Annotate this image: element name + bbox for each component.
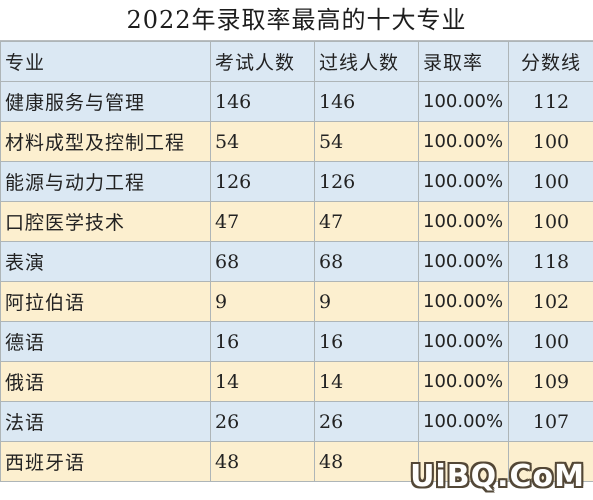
- examinees-cell: 48: [210, 441, 315, 482]
- rate-cell: 100.00%: [418, 161, 509, 202]
- examinees-cell: 26: [210, 401, 315, 442]
- major-cell: 能源与动力工程: [0, 161, 211, 202]
- examinees-cell: 47: [210, 201, 315, 242]
- score-cell: 100: [508, 121, 593, 162]
- examinees-cell: 14: [210, 361, 315, 402]
- column-header-examinees: 考试人数: [210, 41, 315, 82]
- site-watermark: UiBQ.CoM: [410, 459, 585, 494]
- examinees-cell: 126: [210, 161, 315, 202]
- passed-cell: 9: [314, 281, 419, 322]
- score-cell: 109: [508, 361, 593, 402]
- score-cell: 100: [508, 321, 593, 362]
- rate-cell: 100.00%: [418, 361, 509, 402]
- admissions-table: 专业 考试人数 过线人数 录取率 分数线 健康服务与管理 146 146 100…: [0, 41, 593, 482]
- rate-cell: 100.00%: [418, 121, 509, 162]
- table-row: 法语 26 26 100.00% 107: [0, 401, 593, 442]
- score-cell: 112: [508, 81, 593, 122]
- rate-cell: 100.00%: [418, 241, 509, 282]
- passed-cell: 16: [314, 321, 419, 362]
- table-row: 德语 16 16 100.00% 100: [0, 321, 593, 362]
- table-row: 口腔医学技术 47 47 100.00% 100: [0, 201, 593, 242]
- passed-cell: 54: [314, 121, 419, 162]
- examinees-cell: 9: [210, 281, 315, 322]
- rate-cell: 100.00%: [418, 201, 509, 242]
- major-cell: 材料成型及控制工程: [0, 121, 211, 162]
- passed-cell: 26: [314, 401, 419, 442]
- examinees-cell: 54: [210, 121, 315, 162]
- major-cell: 表演: [0, 241, 211, 282]
- rate-cell: 100.00%: [418, 321, 509, 362]
- column-header-score: 分数线: [508, 41, 593, 82]
- major-cell: 德语: [0, 321, 211, 362]
- examinees-cell: 68: [210, 241, 315, 282]
- passed-cell: 68: [314, 241, 419, 282]
- page-title: 2022年录取率最高的十大专业: [0, 0, 593, 41]
- table-row: 西班牙语 48 48: [0, 441, 593, 482]
- column-header-passed: 过线人数: [314, 41, 419, 82]
- rate-cell: 100.00%: [418, 401, 509, 442]
- rate-cell: 100.00%: [418, 81, 509, 122]
- passed-cell: 47: [314, 201, 419, 242]
- table-row: 阿拉伯语 9 9 100.00% 102: [0, 281, 593, 322]
- examinees-cell: 16: [210, 321, 315, 362]
- major-cell: 健康服务与管理: [0, 81, 211, 122]
- major-cell: 口腔医学技术: [0, 201, 211, 242]
- column-header-major: 专业: [0, 41, 211, 82]
- major-cell: 阿拉伯语: [0, 281, 211, 322]
- table-row: 俄语 14 14 100.00% 109: [0, 361, 593, 402]
- passed-cell: 14: [314, 361, 419, 402]
- score-cell: 118: [508, 241, 593, 282]
- passed-cell: 146: [314, 81, 419, 122]
- major-cell: 法语: [0, 401, 211, 442]
- table-row: 健康服务与管理 146 146 100.00% 112: [0, 81, 593, 122]
- major-cell: 西班牙语: [0, 441, 211, 482]
- table-row: 能源与动力工程 126 126 100.00% 100: [0, 161, 593, 202]
- score-cell: 100: [508, 161, 593, 202]
- table-row: 表演 68 68 100.00% 118: [0, 241, 593, 282]
- rate-cell: 100.00%: [418, 281, 509, 322]
- passed-cell: 126: [314, 161, 419, 202]
- column-header-rate: 录取率: [418, 41, 509, 82]
- examinees-cell: 146: [210, 81, 315, 122]
- major-cell: 俄语: [0, 361, 211, 402]
- score-cell: 107: [508, 401, 593, 442]
- score-cell: 102: [508, 281, 593, 322]
- score-cell: 100: [508, 201, 593, 242]
- table-header-row: 专业 考试人数 过线人数 录取率 分数线: [0, 41, 593, 82]
- table-row: 材料成型及控制工程 54 54 100.00% 100: [0, 121, 593, 162]
- passed-cell: 48: [314, 441, 419, 482]
